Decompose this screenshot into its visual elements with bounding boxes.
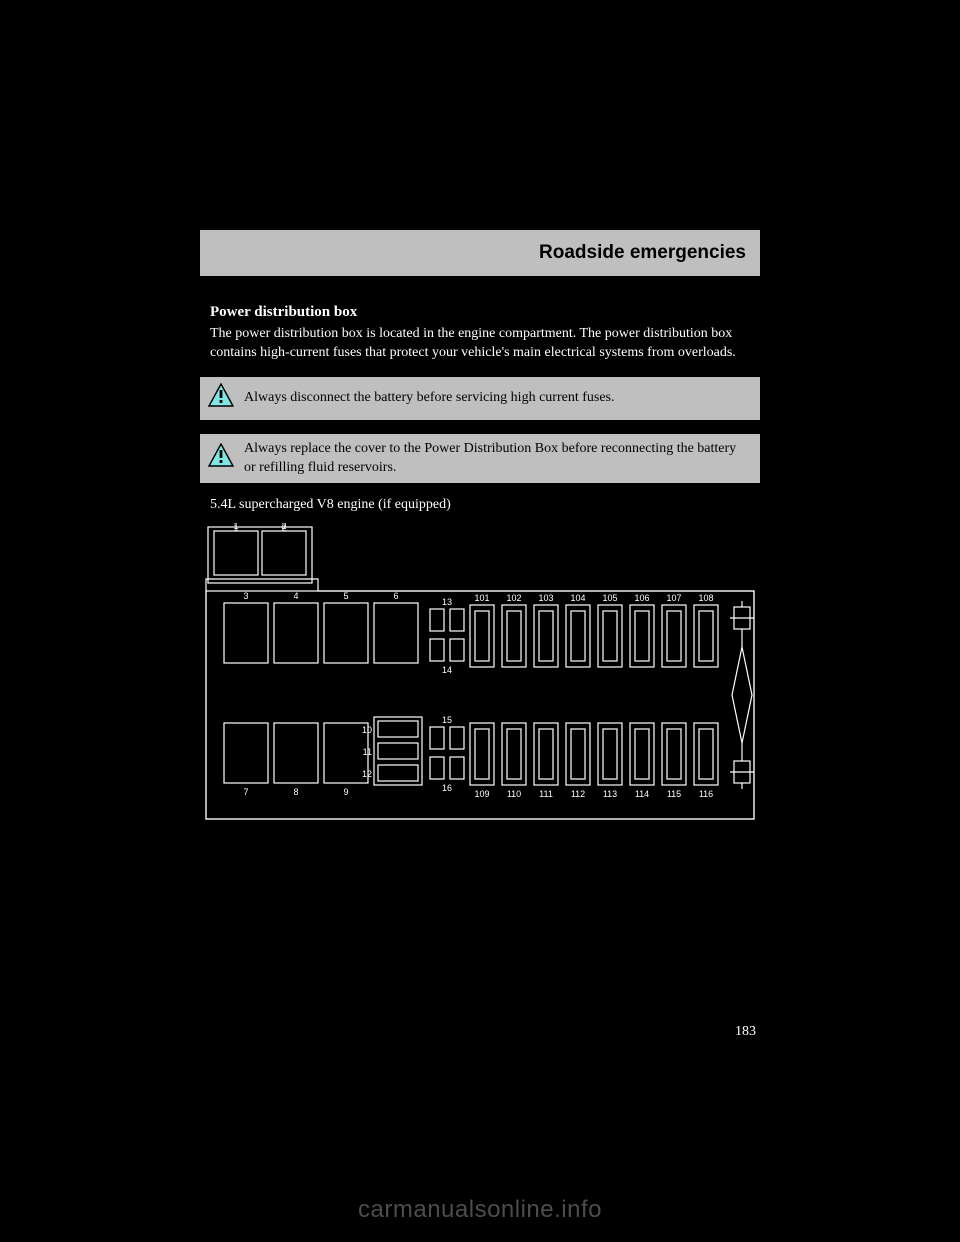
svg-text:15: 15 <box>442 715 452 725</box>
warning-text-1: Always disconnect the battery before ser… <box>244 389 750 408</box>
svg-text:104: 104 <box>570 593 585 603</box>
svg-text:7: 7 <box>243 787 248 797</box>
page-number: 183 <box>735 1024 756 1040</box>
svg-text:103: 103 <box>538 593 553 603</box>
svg-text:115: 115 <box>667 789 681 799</box>
svg-text:13: 13 <box>442 597 452 607</box>
svg-text:107: 107 <box>666 593 681 603</box>
fuse-box-diagram: 1234567891011121314151610110210310410510… <box>202 523 758 838</box>
header-title: Roadside emergencies <box>539 242 746 263</box>
svg-text:106: 106 <box>634 593 649 603</box>
svg-text:110: 110 <box>507 789 521 799</box>
svg-text:3: 3 <box>243 591 248 601</box>
warning-text-2: Always replace the cover to the Power Di… <box>244 440 750 478</box>
page-header: Roadside emergencies <box>200 230 760 276</box>
svg-text:4: 4 <box>293 591 298 601</box>
svg-text:109: 109 <box>474 789 489 799</box>
svg-text:102: 102 <box>506 593 521 603</box>
svg-text:16: 16 <box>442 783 452 793</box>
svg-text:112: 112 <box>571 789 585 799</box>
warning-triangle-icon <box>208 383 234 414</box>
svg-text:14: 14 <box>442 665 452 675</box>
svg-text:2: 2 <box>281 523 286 531</box>
section-paragraph: The power distribution box is located in… <box>210 325 750 363</box>
svg-text:114: 114 <box>635 789 649 799</box>
warning-box-2: Always replace the cover to the Power Di… <box>200 434 760 484</box>
diagram-intro: 5.4L supercharged V8 engine (if equipped… <box>210 497 750 513</box>
svg-text:113: 113 <box>603 789 617 799</box>
svg-text:111: 111 <box>539 789 553 799</box>
svg-text:108: 108 <box>698 593 713 603</box>
svg-text:12: 12 <box>362 769 372 779</box>
svg-text:6: 6 <box>393 591 398 601</box>
warning-triangle-icon <box>208 443 234 474</box>
section-heading: Power distribution box <box>210 304 760 321</box>
svg-text:1: 1 <box>233 523 238 531</box>
watermark: carmanualsonline.info <box>358 1196 602 1224</box>
manual-page: Roadside emergencies Power distribution … <box>200 230 760 1010</box>
svg-text:116: 116 <box>699 789 713 799</box>
svg-text:5: 5 <box>343 591 348 601</box>
svg-text:101: 101 <box>474 593 489 603</box>
svg-text:9: 9 <box>343 787 348 797</box>
svg-text:11: 11 <box>363 747 372 757</box>
svg-text:105: 105 <box>602 593 617 603</box>
warning-box-1: Always disconnect the battery before ser… <box>200 377 760 420</box>
svg-text:10: 10 <box>362 725 372 735</box>
svg-text:8: 8 <box>293 787 298 797</box>
